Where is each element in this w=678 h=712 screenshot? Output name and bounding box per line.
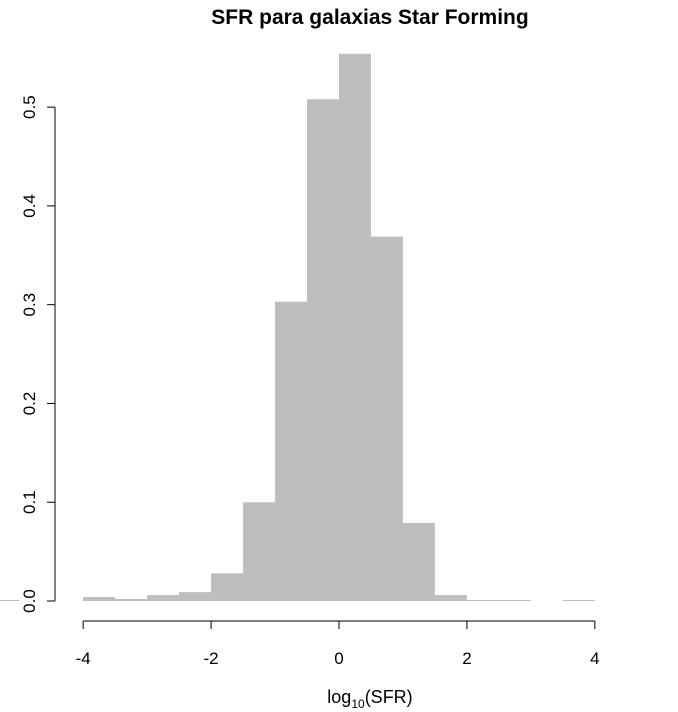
- chart-title: SFR para galaxias Star Forming: [211, 6, 528, 29]
- histogram-bar: [562, 600, 595, 601]
- histogram-bar: [307, 99, 339, 602]
- histogram-bar: [466, 600, 499, 601]
- histogram-bar: [370, 236, 403, 601]
- x-axis-title: log10(SFR): [327, 687, 412, 711]
- histogram-bar: [0, 600, 20, 601]
- y-tick-label: 0.2: [20, 392, 39, 416]
- x-axis-title-subscript: 10: [351, 697, 365, 711]
- histogram-bar: [83, 597, 116, 601]
- x-axis: -4 -2 0 2 4: [76, 620, 600, 668]
- x-axis-title-suffix: (SFR): [365, 687, 413, 707]
- y-axis: 0.0 0.1 0.2 0.3 0.4 0.5: [20, 95, 56, 613]
- y-tick-label: 0.1: [20, 490, 39, 514]
- x-tick-label: 0: [334, 649, 343, 668]
- histogram-bar: [402, 522, 435, 601]
- y-tick-label: 0.3: [20, 293, 39, 317]
- histogram-bar: [434, 595, 467, 601]
- bars-group: [0, 53, 595, 602]
- histogram-bar: [211, 573, 244, 601]
- histogram-bar: [179, 592, 212, 601]
- histogram-bar: [498, 600, 531, 601]
- x-tick-label: -2: [204, 649, 219, 668]
- histogram-bar: [115, 599, 148, 601]
- x-tick-label: -4: [76, 649, 91, 668]
- x-tick-label: 4: [590, 649, 599, 668]
- histogram-bar: [275, 301, 308, 601]
- x-tick-label: 2: [462, 649, 471, 668]
- histogram-bar: [339, 53, 371, 602]
- y-tick-label: 0.0: [20, 589, 39, 613]
- y-tick-label: 0.4: [20, 194, 39, 218]
- y-tick-label: 0.5: [20, 95, 39, 119]
- x-axis-title-prefix: log: [327, 687, 351, 707]
- histogram-bar: [243, 502, 276, 601]
- histogram-bar: [147, 595, 180, 601]
